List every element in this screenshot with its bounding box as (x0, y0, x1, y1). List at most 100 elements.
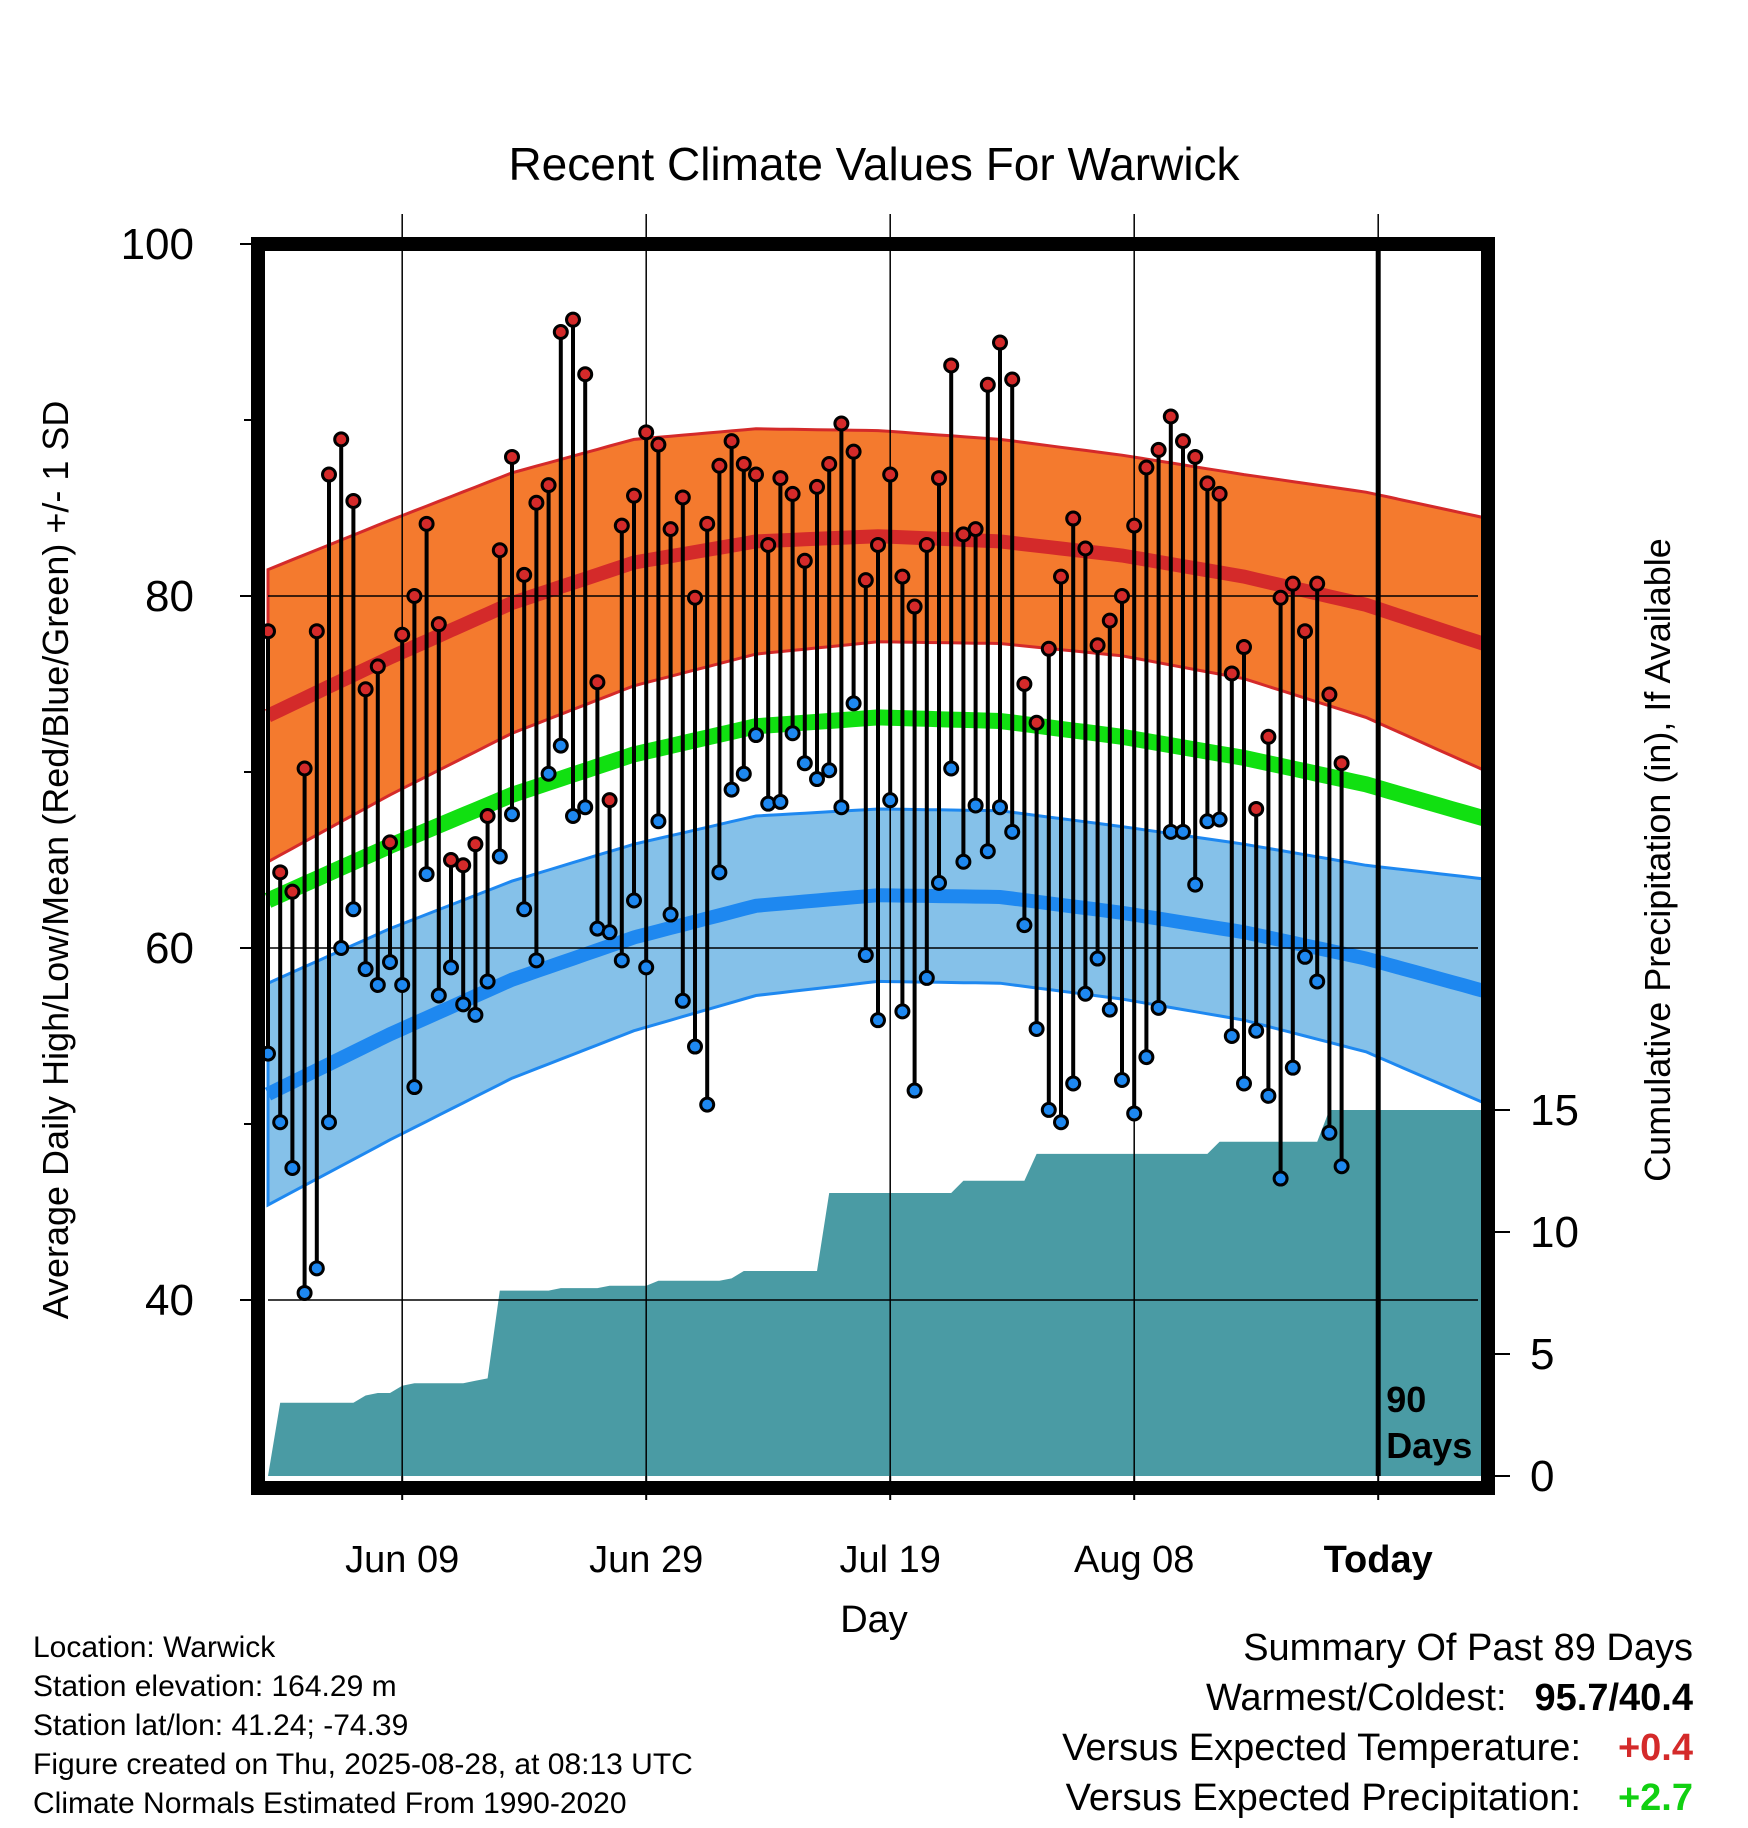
y2-axis-label: Cumulative Precipitation (in), If Availa… (1637, 538, 1678, 1182)
high-point (1053, 568, 1069, 585)
low-point (1236, 1075, 1252, 1092)
low-point (809, 771, 825, 788)
low-point (1028, 1020, 1045, 1037)
high-point (357, 681, 374, 698)
high-point (577, 366, 594, 383)
low-point (1321, 1124, 1338, 1141)
high-point (1004, 371, 1021, 388)
high-point (321, 466, 337, 483)
high-point (1150, 441, 1167, 458)
high-point (821, 456, 838, 472)
low-point (1284, 1059, 1301, 1076)
low-point (1065, 1075, 1082, 1092)
low-point (1223, 1028, 1240, 1044)
x-tick-label: Aug 08 (1074, 1539, 1194, 1581)
high-point (1211, 485, 1228, 502)
low-point (1260, 1087, 1277, 1104)
low-point (284, 1160, 301, 1176)
info-created: Figure created on Thu, 2025-08-28, at 08… (33, 1748, 693, 1781)
low-point (833, 799, 850, 816)
low-point (992, 799, 1008, 816)
high-point (967, 521, 984, 538)
x-tick-label: Jun 29 (589, 1539, 703, 1581)
high-point (687, 589, 703, 606)
high-point (796, 552, 813, 569)
low-point (650, 813, 667, 830)
high-point (382, 834, 398, 851)
high-point (735, 456, 752, 472)
high-point (833, 415, 850, 432)
low-point (357, 961, 374, 978)
low-point (735, 765, 752, 782)
low-point (784, 725, 801, 742)
high-point (1101, 612, 1118, 629)
high-normal-line (264, 529, 1491, 723)
high-point (918, 536, 935, 553)
high-point (308, 623, 325, 640)
low-point (369, 976, 386, 993)
high-point (1333, 755, 1350, 772)
low-point (418, 866, 435, 883)
summary-precip-value: +2.7 (1617, 1777, 1693, 1819)
high-point (1138, 459, 1155, 476)
y2-tick-label: 5 (1530, 1330, 1554, 1379)
daily-observations (260, 311, 1350, 1301)
low-point (796, 755, 813, 772)
summary-precip-row: Versus Expected Precipitation: +2.7 (1066, 1775, 1693, 1821)
low-point (772, 793, 789, 810)
high-point (394, 626, 411, 643)
high-point (662, 521, 679, 538)
low-point (272, 1114, 289, 1131)
plot-area: 100 80 60 40 15 10 5 0 Jun 09 Jun 29 Jul 19 Aug 08 T… (121, 214, 1579, 1581)
y2-tick-label: 15 (1530, 1086, 1579, 1135)
info-normals: Climate Normals Estimated From 1990-2020 (33, 1787, 627, 1820)
low-point (638, 959, 655, 976)
summary-temp-row: Versus Expected Temperature: +0.4 (1062, 1725, 1693, 1771)
info-elevation: Station elevation: 164.29 m (33, 1670, 397, 1703)
info-location: Location: Warwick (33, 1631, 276, 1664)
high-point (784, 485, 801, 502)
high-point (1223, 665, 1240, 682)
high-point (528, 494, 545, 511)
high-point (504, 448, 520, 465)
low-point (1211, 811, 1228, 828)
y-tick-label: 40 (145, 1276, 194, 1325)
high-point (772, 470, 789, 487)
high-point (760, 536, 777, 553)
low-point (382, 954, 398, 971)
high-point (540, 477, 557, 494)
high-point (894, 568, 911, 585)
high-point (1065, 510, 1082, 527)
high-point (1272, 589, 1289, 606)
low-point (1297, 948, 1313, 965)
high-point (552, 324, 569, 340)
today-days-label: Days (1386, 1425, 1472, 1466)
high-point (1297, 623, 1313, 640)
high-point (674, 489, 691, 506)
high-point (1028, 714, 1045, 731)
high-point (979, 376, 996, 393)
low-point (430, 987, 447, 1004)
summary-temp-label: Versus Expected Temperature: (1062, 1727, 1581, 1769)
low-point (528, 952, 545, 969)
y2-tick-label: 10 (1530, 1208, 1579, 1257)
high-point (1126, 517, 1143, 534)
high-point (455, 857, 472, 874)
high-point (870, 536, 886, 553)
low-point (540, 765, 557, 782)
high-point (638, 424, 655, 441)
today-days-label: 90 (1386, 1379, 1426, 1420)
low-point (748, 727, 764, 744)
low-point (1138, 1049, 1155, 1066)
high-point (1309, 575, 1326, 592)
low-point (894, 1003, 911, 1020)
low-point (955, 853, 972, 870)
low-point (394, 976, 411, 993)
low-point (613, 952, 630, 969)
low-point (1077, 985, 1094, 1002)
low-point (296, 1284, 313, 1301)
high-point (723, 433, 740, 450)
low-point (1016, 917, 1033, 934)
low-point (626, 892, 642, 909)
high-point (1162, 408, 1179, 425)
